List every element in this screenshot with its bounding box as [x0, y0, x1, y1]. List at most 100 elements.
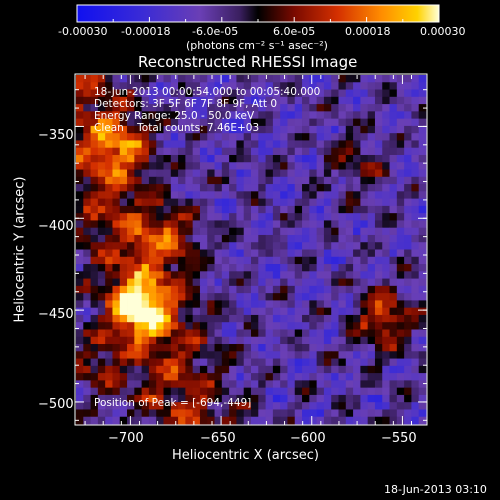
heatmap-cell: [382, 249, 390, 258]
heatmap-cell: [170, 322, 179, 330]
heatmap-cell: [353, 213, 361, 221]
heatmap-cell: [221, 293, 230, 301]
heatmap-cell: [258, 176, 266, 185]
heatmap-cell: [374, 300, 383, 309]
heatmap-cell: [192, 285, 201, 294]
heatmap-cell: [411, 358, 420, 367]
heatmap-cell: [382, 82, 390, 90]
heatmap-cell: [404, 329, 412, 338]
heatmap-cell: [265, 75, 274, 83]
heatmap-cell: [404, 365, 412, 374]
heatmap-cell: [178, 409, 186, 418]
heatmap-cell: [148, 256, 157, 265]
heatmap-cell: [97, 82, 106, 90]
heatmap-cell: [251, 300, 259, 309]
heatmap-cell: [221, 387, 230, 396]
heatmap-cell: [236, 358, 245, 367]
heatmap-cell: [141, 314, 150, 323]
heatmap-cell: [418, 140, 427, 149]
heatmap-cell: [294, 125, 303, 134]
heatmap-cell: [178, 96, 186, 105]
heatmap-cell: [258, 147, 266, 156]
heatmap-cell: [192, 271, 201, 279]
heatmap-cell: [221, 205, 230, 214]
heatmap-cell: [90, 242, 99, 250]
heatmap-cell: [258, 264, 266, 272]
heatmap-cell: [148, 380, 157, 389]
heatmap-cell: [418, 402, 427, 410]
heatmap-cell: [280, 394, 288, 403]
heatmap-cell: [214, 220, 223, 229]
heatmap-cell: [199, 329, 208, 338]
heatmap-cell: [97, 329, 106, 338]
heatmap-cell: [280, 271, 288, 279]
heatmap-cell: [97, 96, 106, 105]
heatmap-cell: [258, 154, 266, 163]
heatmap-cell: [83, 256, 91, 265]
heatmap-cell: [404, 191, 412, 199]
heatmap-cell: [258, 373, 266, 381]
heatmap-cell: [90, 409, 99, 418]
heatmap-cell: [353, 380, 361, 389]
heatmap-cell: [141, 96, 150, 105]
heatmap-cell: [199, 154, 208, 163]
heatmap-cell: [258, 278, 266, 287]
heatmap-cell: [97, 133, 106, 141]
heatmap-cell: [294, 205, 303, 214]
heatmap-cell: [367, 147, 376, 156]
heatmap-cell: [163, 176, 172, 185]
heatmap-cell: [214, 111, 223, 120]
heatmap-cell: [229, 205, 237, 214]
heatmap-cell: [302, 75, 310, 83]
heatmap-cell: [83, 373, 91, 381]
heatmap-cell: [105, 184, 113, 192]
heatmap-cell: [207, 118, 215, 127]
heatmap-cell: [258, 351, 266, 359]
heatmap-cell: [192, 220, 201, 229]
heatmap-cell: [229, 242, 237, 250]
heatmap-cell: [199, 227, 208, 236]
heatmap-cell: [185, 220, 194, 229]
heatmap-cell: [353, 249, 361, 258]
heatmap-cell: [221, 111, 230, 120]
heatmap-cell: [192, 176, 201, 185]
heatmap-cell: [214, 336, 223, 345]
heatmap-cell: [411, 344, 420, 352]
heatmap-cell: [331, 154, 339, 163]
heatmap-cell: [170, 111, 179, 120]
heatmap-cell: [134, 234, 143, 243]
heatmap-cell: [338, 300, 347, 309]
heatmap-cell: [170, 133, 179, 141]
heatmap-cell: [221, 365, 230, 374]
heatmap-cell: [83, 96, 91, 105]
heatmap-cell: [141, 75, 150, 83]
heatmap-cell: [323, 293, 332, 301]
heatmap-cell: [331, 111, 339, 120]
heatmap-cell: [331, 205, 339, 214]
heatmap-cell: [178, 242, 186, 250]
heatmap-cell: [192, 191, 201, 199]
heatmap-cell: [251, 307, 259, 316]
heatmap-cell: [367, 140, 376, 149]
heatmap-cell: [229, 416, 237, 425]
heatmap-cell: [374, 322, 383, 330]
heatmap-cell: [90, 125, 99, 134]
heatmap-cell: [185, 329, 194, 338]
heatmap-cell: [112, 75, 121, 83]
heatmap-cell: [287, 191, 296, 199]
heatmap-cell: [345, 293, 354, 301]
heatmap-cell: [316, 285, 325, 294]
heatmap-cell: [236, 344, 245, 352]
heatmap-cell: [418, 234, 427, 243]
heatmap-cell: [199, 125, 208, 134]
heatmap-cell: [309, 264, 318, 272]
heatmap-cell: [265, 271, 274, 279]
heatmap-cell: [265, 198, 274, 207]
heatmap-cell: [148, 387, 157, 396]
heatmap-cell: [323, 133, 332, 141]
heatmap-cell: [243, 111, 252, 120]
heatmap-cell: [404, 300, 412, 309]
heatmap-cell: [141, 205, 150, 214]
heatmap-cell: [185, 264, 194, 272]
heatmap-cell: [360, 242, 369, 250]
